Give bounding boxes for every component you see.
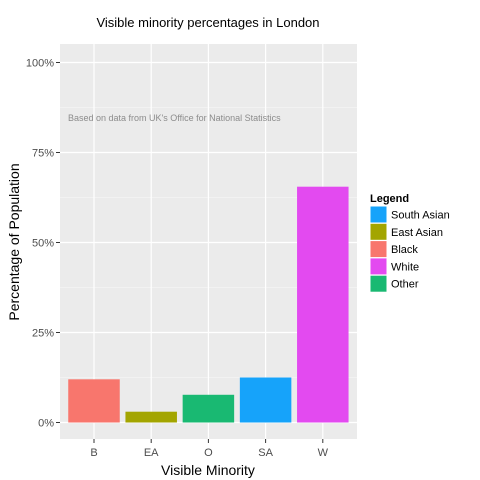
- x-tick-label: EA: [144, 447, 159, 459]
- bar-ea: [125, 411, 177, 423]
- legend: Legend South Asian East Asian Black White Ot…: [369, 193, 450, 293]
- legend-swatch: [370, 206, 387, 223]
- legend-swatch: [370, 275, 387, 292]
- legend-swatch: [370, 223, 387, 240]
- y-tick-label: 75%: [32, 148, 54, 160]
- bar-sa: [239, 377, 292, 423]
- x-tick-label: SA: [258, 447, 273, 459]
- legend-label: White: [391, 261, 419, 273]
- legend-swatch: [370, 241, 387, 258]
- legend-title: Legend: [370, 193, 409, 205]
- x-axis-ticks: B EA O SA W: [90, 439, 329, 459]
- chart-title: Visible minority percentages in London: [96, 15, 319, 30]
- legend-label: East Asian: [391, 227, 443, 239]
- legend-label: Other: [391, 279, 419, 291]
- y-axis-title: Percentage of Population: [6, 163, 22, 320]
- bars: [68, 186, 349, 423]
- y-tick-label: 100%: [26, 58, 54, 70]
- legend-label: Black: [391, 244, 418, 256]
- bar-o: [182, 394, 235, 423]
- y-axis-ticks: 0% 25% 50% 75% 100%: [26, 58, 60, 430]
- x-tick-label: W: [318, 447, 329, 459]
- x-tick-label: B: [90, 447, 97, 459]
- legend-label: South Asian: [391, 210, 450, 222]
- y-tick-label: 50%: [32, 238, 54, 250]
- legend-swatch: [370, 258, 387, 275]
- bar-b: [68, 379, 120, 423]
- bar-w: [297, 186, 349, 423]
- x-tick-label: O: [204, 447, 213, 459]
- y-tick-label: 0%: [38, 418, 54, 430]
- chart-annotation: Based on data from UK's Office for Natio…: [68, 113, 281, 123]
- y-tick-label: 25%: [32, 328, 54, 340]
- x-axis-title: Visible Minority: [161, 462, 255, 478]
